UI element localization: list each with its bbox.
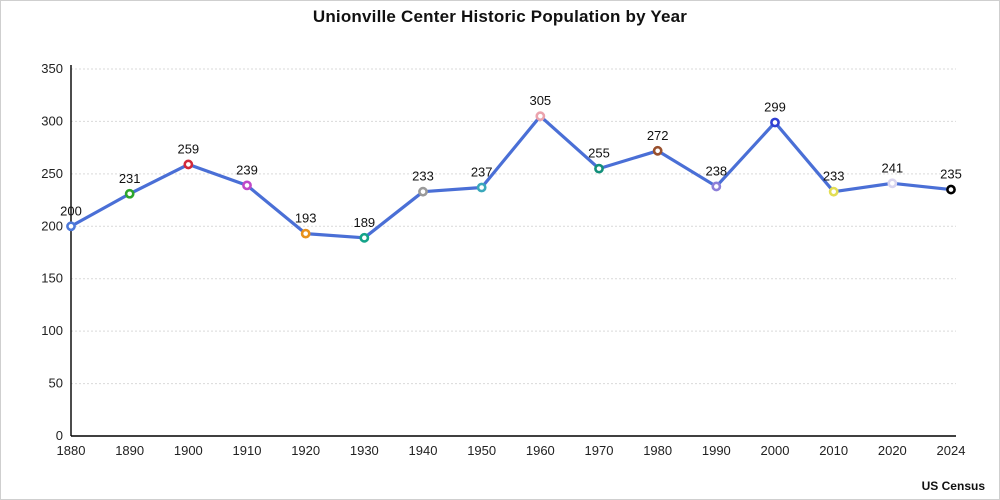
x-tick-label: 1990 (702, 443, 731, 458)
y-tick-label: 100 (41, 323, 63, 338)
data-point-marker (887, 178, 898, 189)
data-point-marker (828, 186, 839, 197)
data-point-label: 238 (705, 163, 727, 178)
x-tick-label: 1930 (350, 443, 379, 458)
x-tick-label: 1890 (115, 443, 144, 458)
x-tick-label: 1960 (526, 443, 555, 458)
data-point-marker (594, 163, 604, 174)
x-tick-label: 1950 (467, 443, 496, 458)
x-tick-label: 1900 (174, 443, 203, 458)
data-point-marker (359, 232, 370, 243)
y-tick-label: 300 (41, 113, 63, 128)
data-point-label: 231 (119, 171, 141, 186)
data-point-marker (711, 181, 722, 192)
data-point-marker (124, 188, 135, 199)
data-point-label: 255 (588, 146, 610, 161)
y-tick-label: 50 (49, 376, 63, 391)
data-point-marker (946, 184, 956, 195)
data-point-label: 193 (295, 211, 317, 226)
data-point-label: 272 (647, 128, 669, 143)
y-tick-label: 250 (41, 166, 63, 181)
x-tick-label: 1970 (585, 443, 614, 458)
x-tick-label: 2000 (761, 443, 790, 458)
data-point-marker (183, 159, 194, 170)
data-point-label: 235 (940, 167, 962, 182)
y-tick-label: 0 (56, 428, 63, 443)
data-point-label: 237 (471, 164, 493, 179)
data-point-label: 305 (529, 93, 551, 108)
data-point-label: 239 (236, 162, 258, 177)
data-point-marker (770, 117, 780, 128)
data-point-marker (418, 186, 428, 197)
data-point-marker (476, 182, 487, 193)
chart-title: Unionville Center Historic Population by… (312, 7, 688, 26)
data-point-marker (242, 180, 252, 191)
data-point-marker (300, 228, 311, 239)
data-point-label: 241 (881, 160, 903, 175)
data-point-label: 299 (764, 99, 786, 114)
source-label: US Census (921, 479, 985, 493)
series-line (69, 114, 953, 240)
data-point-label: 259 (177, 141, 199, 156)
x-tick-label: 2010 (819, 443, 848, 458)
x-tick-label: 2024 (937, 443, 966, 458)
data-point-label: 189 (353, 215, 375, 230)
x-tick-label: 1910 (233, 443, 262, 458)
y-tick-label: 150 (41, 271, 63, 286)
y-tick-label: 200 (41, 218, 63, 233)
y-tick-label: 350 (41, 61, 63, 76)
x-tick-label: 1880 (57, 443, 86, 458)
data-point-marker (66, 221, 76, 232)
x-tick-label: 1920 (291, 443, 320, 458)
data-point-label: 233 (823, 169, 845, 184)
data-point-marker (535, 111, 546, 122)
x-tick-label: 1980 (643, 443, 672, 458)
data-point-label: 233 (412, 169, 434, 184)
data-point-label: 200 (60, 203, 82, 218)
x-tick-label: 2020 (878, 443, 907, 458)
x-tick-label: 1940 (409, 443, 438, 458)
data-point-marker (652, 145, 663, 156)
